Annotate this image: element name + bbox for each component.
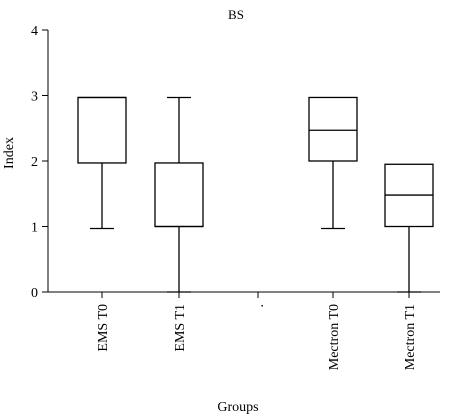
x-axis-label: Groups — [217, 400, 258, 415]
y-tick-label: 3 — [31, 90, 38, 105]
box-mectron-t1 — [384, 163, 434, 293]
x-tick-label: EMS T1 — [173, 304, 188, 352]
box-body — [308, 96, 358, 162]
box-mectron-t0 — [308, 96, 358, 230]
box-ems-t1 — [154, 96, 204, 293]
box-body — [154, 162, 204, 228]
boxes-layer — [77, 96, 434, 293]
y-tick-label: 2 — [31, 155, 38, 170]
x-tick-label: Mectron T0 — [327, 304, 342, 370]
y-axis-label: Index — [2, 137, 17, 169]
y-tick-label: 0 — [31, 286, 38, 301]
x-axis-ticks: EMS T0 EMS T1. Mectron T0 Mectron T1 — [96, 292, 418, 370]
box-body — [77, 96, 127, 164]
y-tick-label: 1 — [31, 221, 38, 236]
y-tick-label: 4 — [31, 24, 38, 39]
box-ems-t0 — [77, 96, 127, 230]
x-tick-label: EMS T0 — [96, 304, 111, 352]
x-tick-label: . — [252, 304, 267, 308]
chart-title: BS — [228, 7, 244, 22]
x-tick-label: Mectron T1 — [403, 304, 418, 370]
y-axis-ticks: 0 1 2 3 4 — [31, 24, 48, 301]
